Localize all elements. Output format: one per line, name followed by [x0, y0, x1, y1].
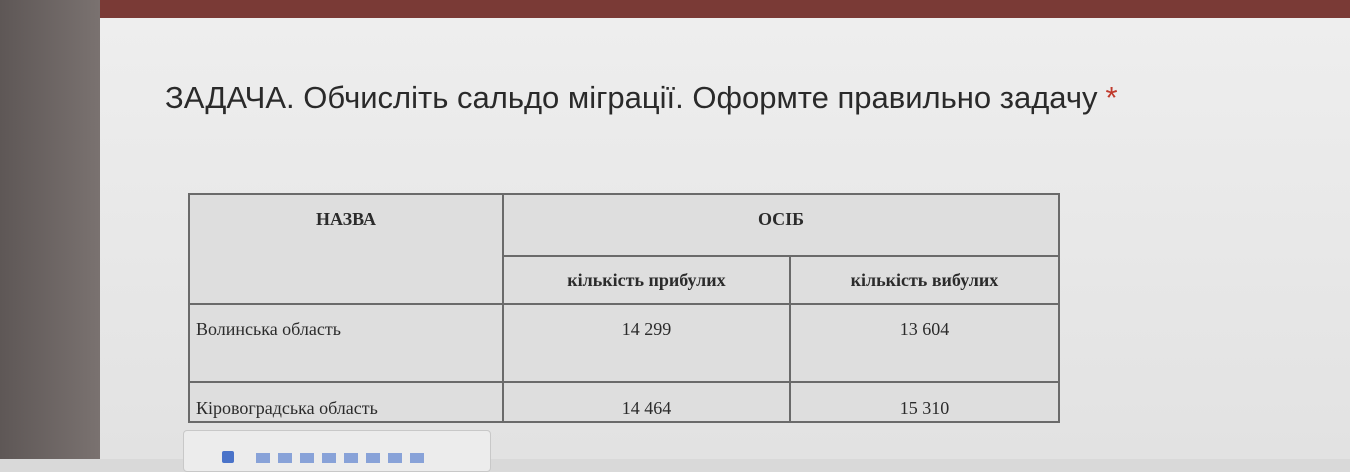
table-row: Кіровоградська область 14 464 15 310: [188, 381, 1061, 423]
question-text: ЗАДАЧА. Обчисліть сальдо міграції. Оформ…: [165, 80, 1098, 115]
departed-value: 13 604: [788, 303, 1061, 383]
add-file-button[interactable]: [183, 430, 491, 472]
form-header-bar: [100, 0, 1350, 18]
region-name: Кіровоградська область: [188, 381, 504, 423]
header-persons: ОСІБ: [502, 193, 1060, 257]
header-departed: кількість вибулих: [788, 255, 1061, 305]
required-asterisk: *: [1105, 80, 1118, 115]
header-name: НАЗВА: [188, 193, 504, 305]
table-row: Волинська область 14 299 13 604: [188, 303, 1061, 383]
upload-label-blurred: [256, 453, 426, 463]
header-arrived: кількість прибулих: [502, 255, 791, 305]
background-edge: [0, 0, 100, 459]
question-title: ЗАДАЧА. Обчисліть сальдо міграції. Оформ…: [165, 80, 1118, 116]
departed-value: 15 310: [788, 381, 1061, 423]
arrived-value: 14 464: [502, 381, 791, 423]
upload-icon: [222, 451, 234, 463]
region-name: Волинська область: [188, 303, 504, 383]
migration-table: НАЗВА ОСІБ кількість прибулих кількість …: [188, 193, 1061, 423]
arrived-value: 14 299: [502, 303, 791, 383]
